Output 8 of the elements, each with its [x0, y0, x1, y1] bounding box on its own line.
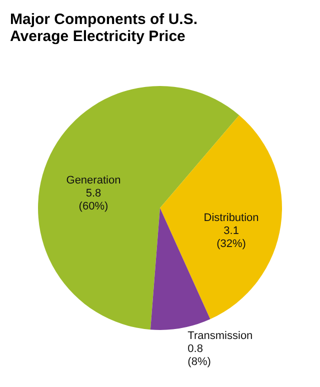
- slice-label: Transmission: [188, 330, 253, 342]
- chart-title: Major Components of U.S. Average Electricity Price: [10, 11, 198, 45]
- data-label: 3.1 (32%): [216, 225, 246, 250]
- slice-label: Generation: [66, 174, 121, 186]
- pie-slice: [160, 115, 282, 320]
- slice-label: Distribution: [204, 212, 259, 224]
- data-label: 0.8 (8%): [188, 343, 211, 368]
- data-label: 5.8 (60%): [78, 187, 108, 212]
